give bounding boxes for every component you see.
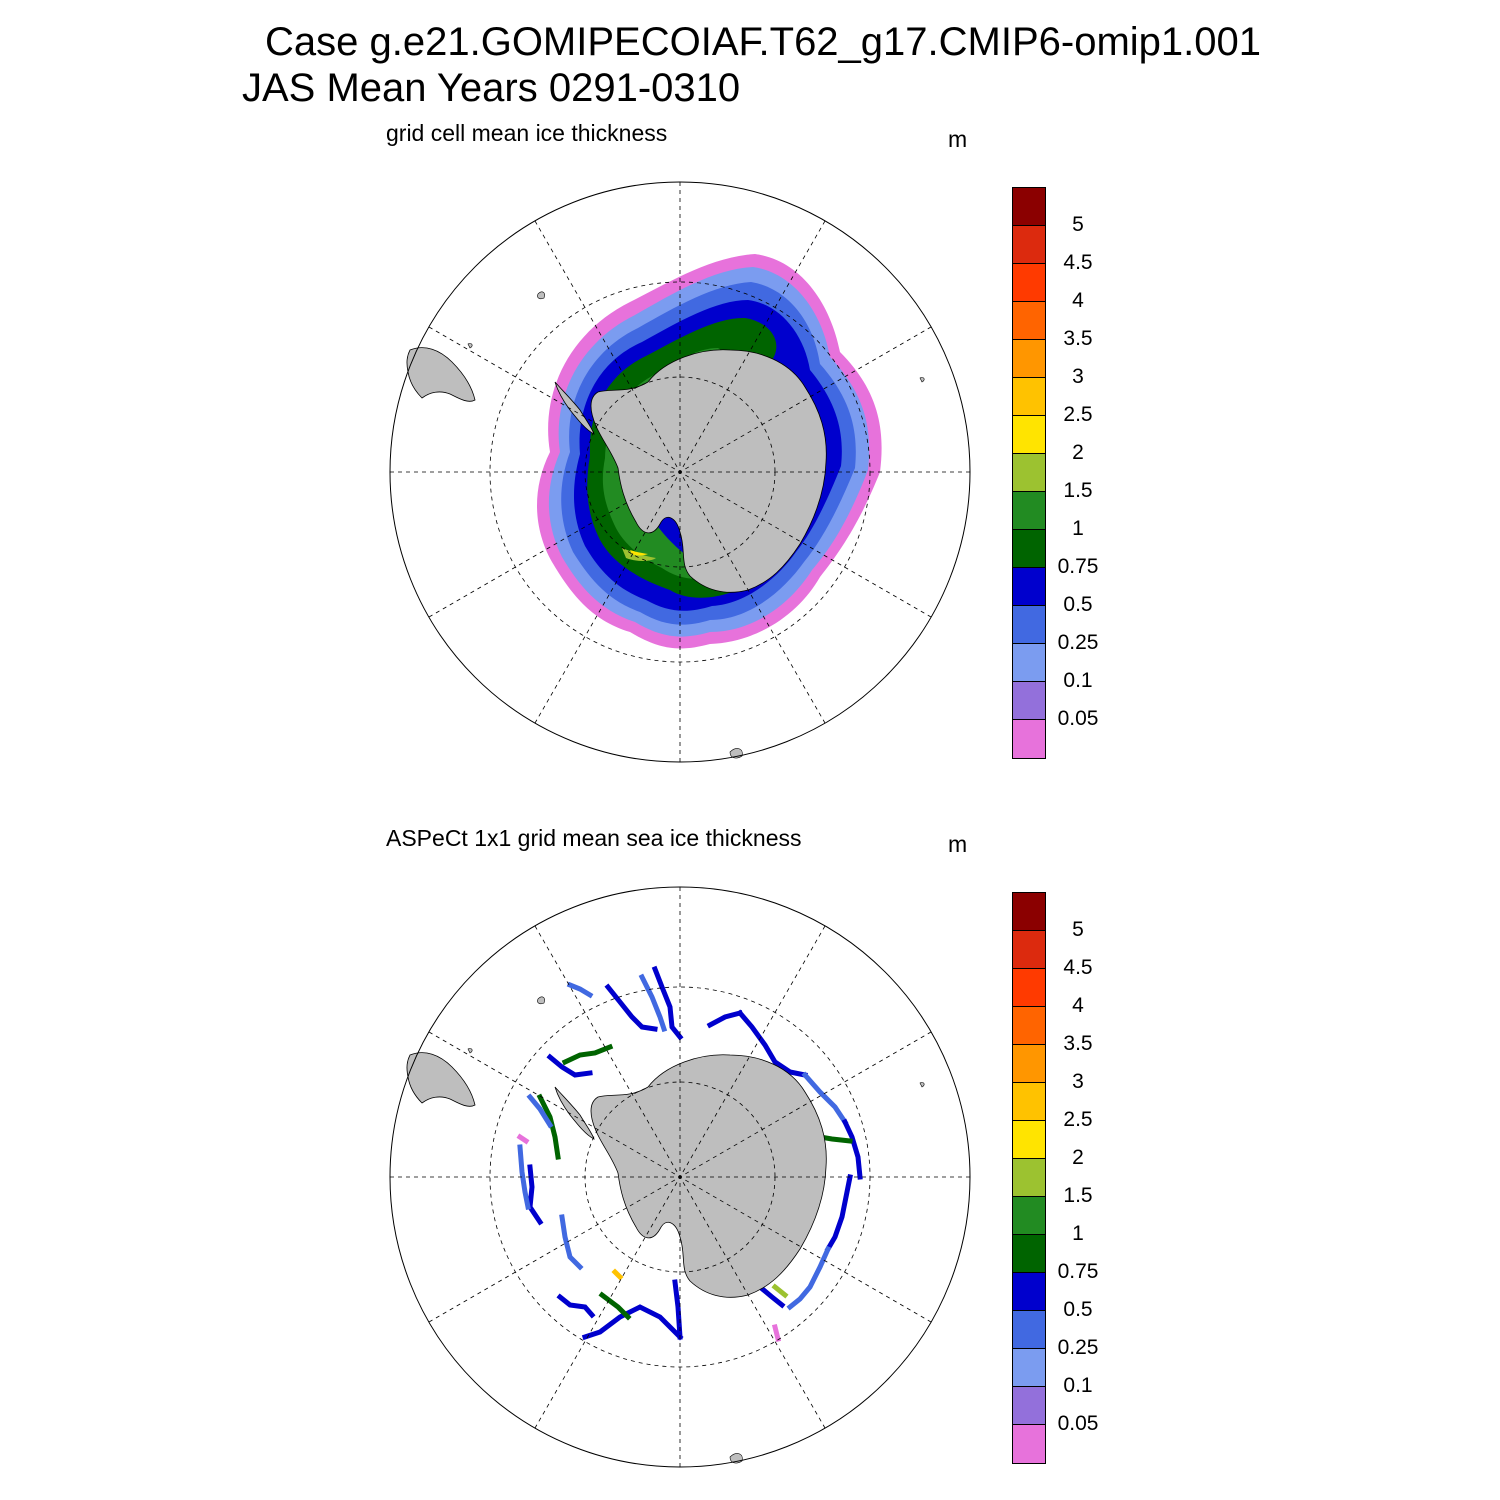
panel2-colorbar-segments (1012, 892, 1046, 1464)
colorbar-tick-label: 0.25 (1057, 1336, 1099, 1359)
colorbar-tick-label: 3.5 (1063, 1032, 1093, 1055)
colorbar-segment (1013, 188, 1045, 226)
colorbar-segment (1013, 530, 1045, 568)
colorbar-segment (1013, 931, 1045, 969)
map-boundary (389, 181, 971, 763)
colorbar-segment (1013, 302, 1045, 340)
colorbar-tick-label: 3.5 (1063, 327, 1093, 350)
colorbar-segment (1013, 1045, 1045, 1083)
colorbar-segment (1013, 644, 1045, 682)
colorbar-segment (1013, 1425, 1045, 1463)
colorbar-segment (1013, 1083, 1045, 1121)
antarctic-peninsula (554, 381, 595, 435)
colorbar-tick-label: 1 (1072, 517, 1084, 540)
south-america-land (406, 1052, 476, 1107)
colorbar-segment (1013, 492, 1045, 530)
colorbar-segment (1013, 1197, 1045, 1235)
colorbar-tick-label: 0.1 (1063, 1374, 1093, 1397)
colorbar-tick-label: 5 (1072, 918, 1084, 941)
colorbar-tick-label: 1 (1072, 1222, 1084, 1245)
colorbar-segment (1013, 226, 1045, 264)
colorbar-segment (1013, 1159, 1045, 1197)
colorbar-tick-label: 2.5 (1063, 403, 1093, 426)
colorbar-tick-label: 1.5 (1063, 1184, 1093, 1207)
colorbar-tick-label: 2 (1072, 441, 1084, 464)
panel1-unit: m (948, 126, 968, 152)
map-boundary (389, 886, 971, 1468)
colorbar-tick-label: 0.5 (1063, 1298, 1093, 1321)
panel1-polar-map (389, 181, 971, 763)
colorbar-segment (1013, 416, 1045, 454)
colorbar-tick-label: 2.5 (1063, 1108, 1093, 1131)
colorbar-segment (1013, 454, 1045, 492)
colorbar-tick-label: 0.05 (1057, 1412, 1099, 1435)
antarctic-peninsula (554, 1086, 595, 1140)
graticule (390, 182, 970, 762)
colorbar-segment (1013, 378, 1045, 416)
colorbar-tick-label: 0.1 (1063, 669, 1093, 692)
colorbar-segment (1013, 1273, 1045, 1311)
aspect-observation-tracks (516, 965, 863, 1343)
colorbar-segment (1013, 1311, 1045, 1349)
colorbar-tick-label: 4 (1072, 289, 1084, 312)
colorbar-segment (1013, 1387, 1045, 1425)
panel2-unit: m (948, 831, 968, 857)
colorbar-tick-label: 1.5 (1063, 479, 1093, 502)
colorbar-tick-label: 0.05 (1057, 707, 1099, 730)
colorbar-segment (1013, 1235, 1045, 1273)
colorbar-segment (1013, 720, 1045, 758)
south-america-land (406, 347, 476, 402)
figure-title-line1: Case g.e21.GOMIPECOIAF.T62_g17.CMIP6-omi… (265, 20, 1262, 64)
colorbar-segment (1013, 1121, 1045, 1159)
colorbar-segment (1013, 1349, 1045, 1387)
colorbar-tick-label: 0.75 (1057, 1260, 1099, 1283)
colorbar-segment (1013, 568, 1045, 606)
colorbar-tick-label: 3 (1072, 1070, 1084, 1093)
colorbar-tick-label: 0.75 (1057, 555, 1099, 578)
colorbar-tick-label: 3 (1072, 365, 1084, 388)
panel1-title: grid cell mean ice thickness (386, 120, 668, 146)
graticule (390, 887, 970, 1467)
colorbar-tick-label: 5 (1072, 213, 1084, 236)
colorbar-segment (1013, 1007, 1045, 1045)
colorbar-segment (1013, 682, 1045, 720)
colorbar-tick-label: 4 (1072, 994, 1084, 1017)
figure-title-line2: JAS Mean Years 0291-0310 (242, 66, 741, 110)
panel2-title: ASPeCt 1x1 grid mean sea ice thickness (386, 825, 802, 851)
panel1-colorbar-segments (1012, 187, 1046, 759)
colorbar-segment (1013, 340, 1045, 378)
colorbar-tick-label: 0.5 (1063, 593, 1093, 616)
colorbar-tick-label: 2 (1072, 1146, 1084, 1169)
colorbar-segment (1013, 893, 1045, 931)
antarctica-land (590, 349, 827, 593)
colorbar-segment (1013, 264, 1045, 302)
colorbar-tick-label: 0.25 (1057, 631, 1099, 654)
panel2-polar-map (389, 886, 971, 1468)
colorbar-tick-label: 4.5 (1063, 251, 1093, 274)
colorbar-segment (1013, 606, 1045, 644)
colorbar-segment (1013, 969, 1045, 1007)
colorbar-tick-label: 4.5 (1063, 956, 1093, 979)
antarctica-land (590, 1054, 827, 1298)
